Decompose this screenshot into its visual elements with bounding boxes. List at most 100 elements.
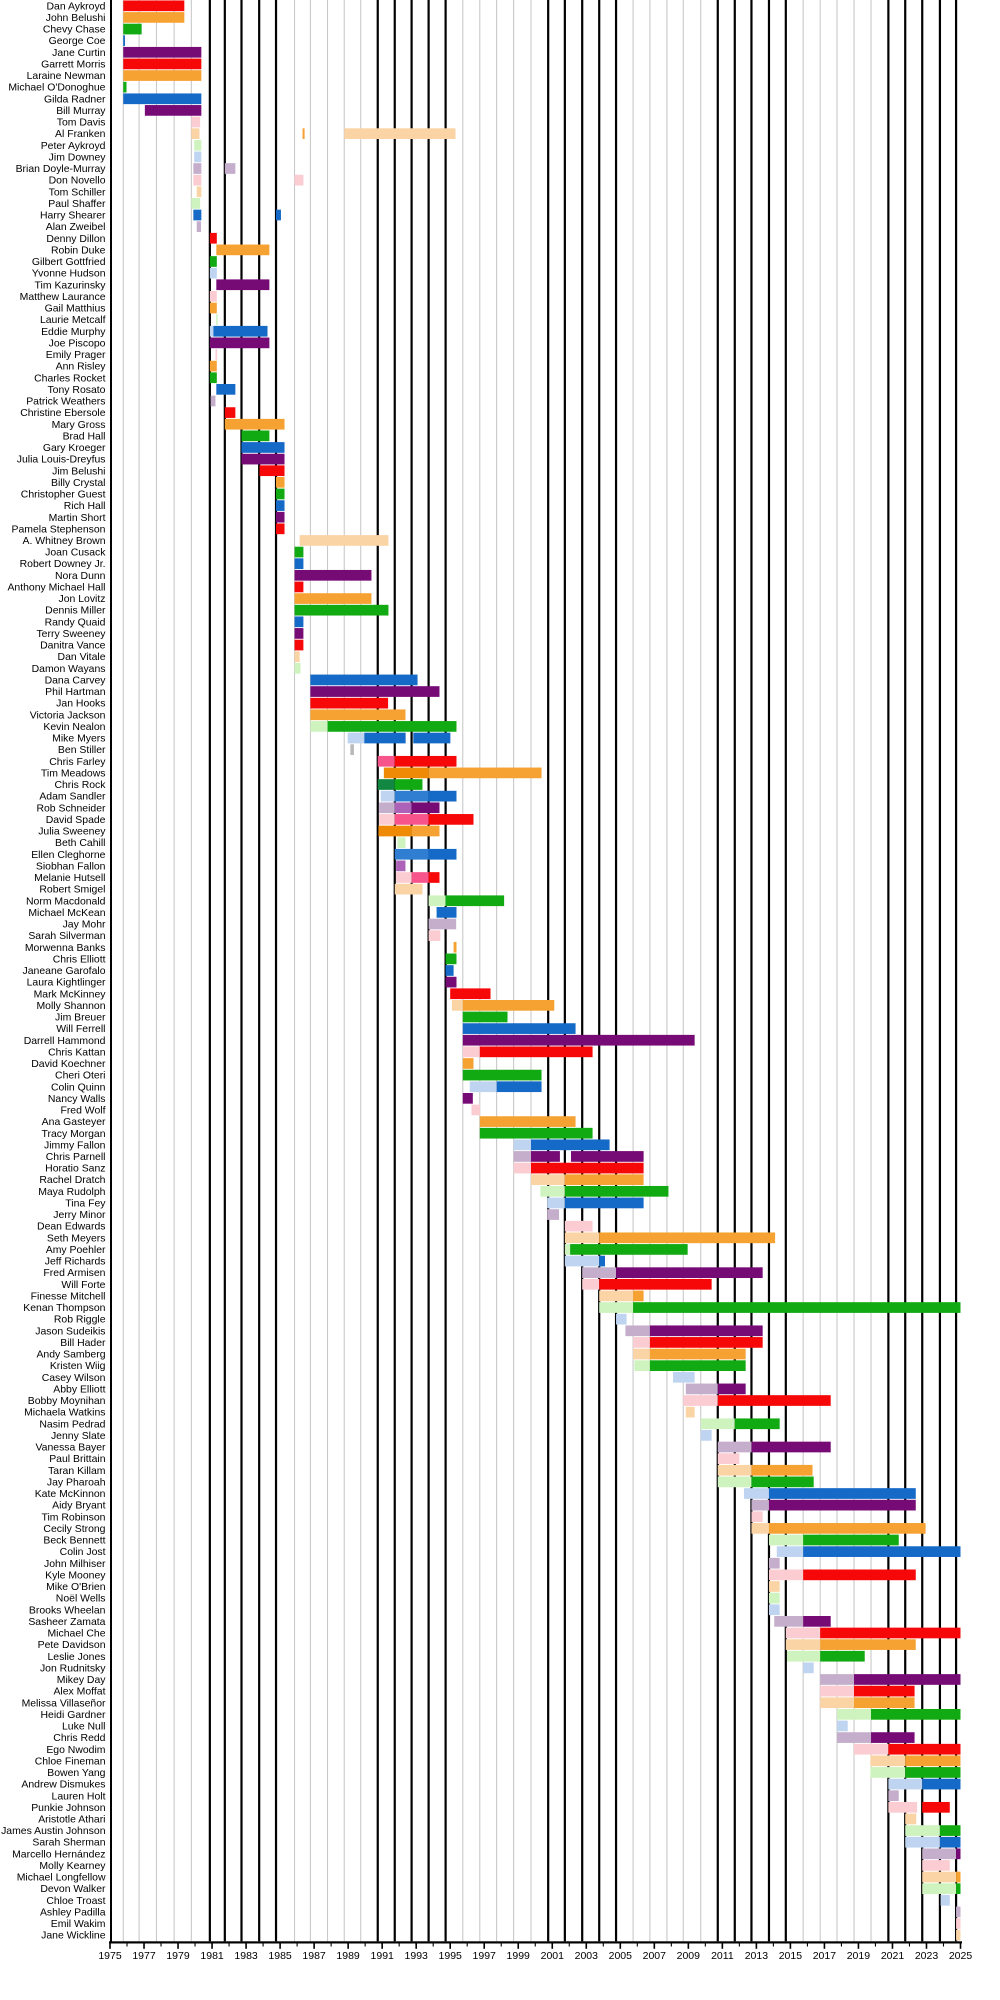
- svg-text:Abby Elliott: Abby Elliott: [53, 1384, 105, 1395]
- svg-text:Taran Killam: Taran Killam: [48, 1466, 105, 1477]
- svg-text:Rob Schneider: Rob Schneider: [36, 803, 106, 814]
- svg-text:Ashley Padilla: Ashley Padilla: [40, 1907, 106, 1918]
- svg-text:Molly Shannon: Molly Shannon: [36, 1001, 105, 1012]
- svg-text:Ana Gasteyer: Ana Gasteyer: [42, 1117, 106, 1128]
- svg-text:Kristen Wiig: Kristen Wiig: [50, 1361, 106, 1372]
- svg-text:Yvonne Hudson: Yvonne Hudson: [32, 269, 106, 280]
- svg-text:Chevy Chase: Chevy Chase: [43, 25, 106, 36]
- svg-text:Ben Stiller: Ben Stiller: [58, 745, 106, 756]
- svg-text:Rachel Dratch: Rachel Dratch: [39, 1175, 105, 1186]
- svg-text:1985: 1985: [268, 1950, 292, 1962]
- svg-text:Harry Shearer: Harry Shearer: [40, 211, 106, 222]
- svg-text:Randy Quaid: Randy Quaid: [45, 617, 106, 628]
- svg-text:2025: 2025: [949, 1950, 973, 1962]
- svg-text:Michael Che: Michael Che: [47, 1629, 105, 1640]
- svg-text:Jon Rudnitsky: Jon Rudnitsky: [40, 1663, 106, 1674]
- svg-text:Aidy Bryant: Aidy Bryant: [52, 1501, 105, 1512]
- svg-text:Jenny Slate: Jenny Slate: [51, 1431, 106, 1442]
- svg-text:Anthony Michael Hall: Anthony Michael Hall: [7, 582, 105, 593]
- svg-text:Damon Wayans: Damon Wayans: [32, 664, 106, 675]
- svg-text:George Coe: George Coe: [49, 36, 106, 47]
- svg-text:Cecily Strong: Cecily Strong: [43, 1524, 105, 1535]
- svg-text:2001: 2001: [541, 1950, 565, 1962]
- svg-text:1997: 1997: [473, 1950, 497, 1962]
- svg-text:Fred Wolf: Fred Wolf: [60, 1106, 105, 1117]
- svg-text:Jim Downey: Jim Downey: [49, 152, 107, 163]
- svg-text:Martin Short: Martin Short: [49, 513, 106, 524]
- svg-text:Seth Meyers: Seth Meyers: [47, 1233, 106, 1244]
- svg-text:Jay Mohr: Jay Mohr: [63, 920, 106, 931]
- svg-text:1983: 1983: [234, 1950, 258, 1962]
- svg-text:Melissa Villaseñor: Melissa Villaseñor: [22, 1698, 106, 1709]
- svg-text:Noël Wells: Noël Wells: [56, 1594, 106, 1605]
- svg-text:Adam Sandler: Adam Sandler: [39, 792, 106, 803]
- svg-text:2009: 2009: [677, 1950, 701, 1962]
- svg-text:Matthew Laurance: Matthew Laurance: [20, 292, 106, 303]
- svg-text:Tim Meadows: Tim Meadows: [41, 768, 106, 779]
- svg-text:Dana Carvey: Dana Carvey: [45, 675, 107, 686]
- svg-text:Cheri Oteri: Cheri Oteri: [55, 1071, 105, 1082]
- svg-text:Al Franken: Al Franken: [55, 129, 106, 140]
- svg-text:Emil Wakim: Emil Wakim: [51, 1919, 106, 1930]
- svg-text:Kevin Nealon: Kevin Nealon: [43, 722, 105, 733]
- svg-text:Terry Sweeney: Terry Sweeney: [36, 629, 106, 640]
- svg-text:Charles Rocket: Charles Rocket: [34, 373, 105, 384]
- svg-text:Maya Rudolph: Maya Rudolph: [38, 1187, 105, 1198]
- svg-text:Laraine Newman: Laraine Newman: [27, 71, 106, 82]
- svg-text:Michael Longfellow: Michael Longfellow: [17, 1873, 106, 1884]
- svg-text:Robert Downey Jr.: Robert Downey Jr.: [20, 559, 106, 570]
- svg-text:Emily Prager: Emily Prager: [46, 350, 106, 361]
- svg-text:Alex Moffat: Alex Moffat: [53, 1687, 105, 1698]
- svg-text:Laura Kightlinger: Laura Kightlinger: [27, 978, 106, 989]
- svg-text:Jane Wickline: Jane Wickline: [41, 1931, 106, 1942]
- svg-text:Andrew Dismukes: Andrew Dismukes: [21, 1780, 105, 1791]
- svg-text:Denny Dillon: Denny Dillon: [46, 234, 105, 245]
- svg-text:James Austin Johnson: James Austin Johnson: [1, 1826, 106, 1837]
- svg-text:2003: 2003: [575, 1950, 599, 1962]
- svg-text:Bobby Moynihan: Bobby Moynihan: [28, 1396, 106, 1407]
- svg-text:Tracy Morgan: Tracy Morgan: [42, 1129, 106, 1140]
- svg-text:Andy Samberg: Andy Samberg: [36, 1350, 105, 1361]
- svg-text:Bowen Yang: Bowen Yang: [47, 1768, 105, 1779]
- svg-text:David Spade: David Spade: [46, 815, 106, 826]
- svg-text:Devon Walker: Devon Walker: [40, 1884, 106, 1895]
- svg-text:Bill Murray: Bill Murray: [56, 106, 106, 117]
- svg-text:2019: 2019: [847, 1950, 871, 1962]
- svg-text:Sasheer Zamata: Sasheer Zamata: [28, 1617, 105, 1628]
- svg-text:Michaela Watkins: Michaela Watkins: [24, 1408, 105, 1419]
- svg-text:Amy Poehler: Amy Poehler: [46, 1245, 106, 1256]
- svg-text:Mark McKinney: Mark McKinney: [34, 989, 107, 1000]
- svg-text:Darrell Hammond: Darrell Hammond: [24, 1036, 106, 1047]
- svg-text:Pete Davidson: Pete Davidson: [38, 1640, 106, 1651]
- svg-text:Jane Curtin: Jane Curtin: [52, 48, 106, 59]
- svg-text:Jimmy Fallon: Jimmy Fallon: [44, 1140, 106, 1151]
- svg-text:Julia Sweeney: Julia Sweeney: [38, 827, 106, 838]
- svg-text:Dennis Miller: Dennis Miller: [45, 606, 106, 617]
- svg-text:Brian Doyle-Murray: Brian Doyle-Murray: [16, 164, 107, 175]
- svg-text:1995: 1995: [439, 1950, 463, 1962]
- svg-text:Vanessa Bayer: Vanessa Bayer: [35, 1443, 106, 1454]
- svg-text:Nasim Pedrad: Nasim Pedrad: [39, 1419, 105, 1430]
- svg-text:Chris Redd: Chris Redd: [53, 1733, 105, 1744]
- svg-text:Tina Fey: Tina Fey: [65, 1198, 106, 1209]
- svg-text:Morwenna Banks: Morwenna Banks: [25, 943, 106, 954]
- svg-text:Christopher Guest: Christopher Guest: [21, 490, 106, 501]
- svg-text:2007: 2007: [643, 1950, 667, 1962]
- svg-text:Jeff Richards: Jeff Richards: [45, 1257, 106, 1268]
- svg-text:Garrett Morris: Garrett Morris: [41, 59, 105, 70]
- svg-text:1991: 1991: [371, 1950, 395, 1962]
- svg-text:Jim Belushi: Jim Belushi: [52, 466, 105, 477]
- svg-text:Gail Matthius: Gail Matthius: [45, 304, 106, 315]
- svg-text:Mikey Day: Mikey Day: [57, 1675, 106, 1686]
- svg-text:Bill Hader: Bill Hader: [60, 1338, 106, 1349]
- svg-text:Jon Lovitz: Jon Lovitz: [59, 594, 106, 605]
- svg-text:1987: 1987: [302, 1950, 326, 1962]
- svg-text:Ann Risley: Ann Risley: [56, 362, 107, 373]
- svg-text:Robin Duke: Robin Duke: [51, 245, 106, 256]
- svg-text:Eddie Murphy: Eddie Murphy: [41, 327, 106, 338]
- svg-text:Joan Cusack: Joan Cusack: [45, 548, 106, 559]
- svg-text:Danitra Vance: Danitra Vance: [40, 641, 106, 652]
- svg-text:Punkie Johnson: Punkie Johnson: [31, 1803, 105, 1814]
- svg-text:Colin Jost: Colin Jost: [60, 1547, 106, 1558]
- svg-text:Gary Kroeger: Gary Kroeger: [43, 443, 106, 454]
